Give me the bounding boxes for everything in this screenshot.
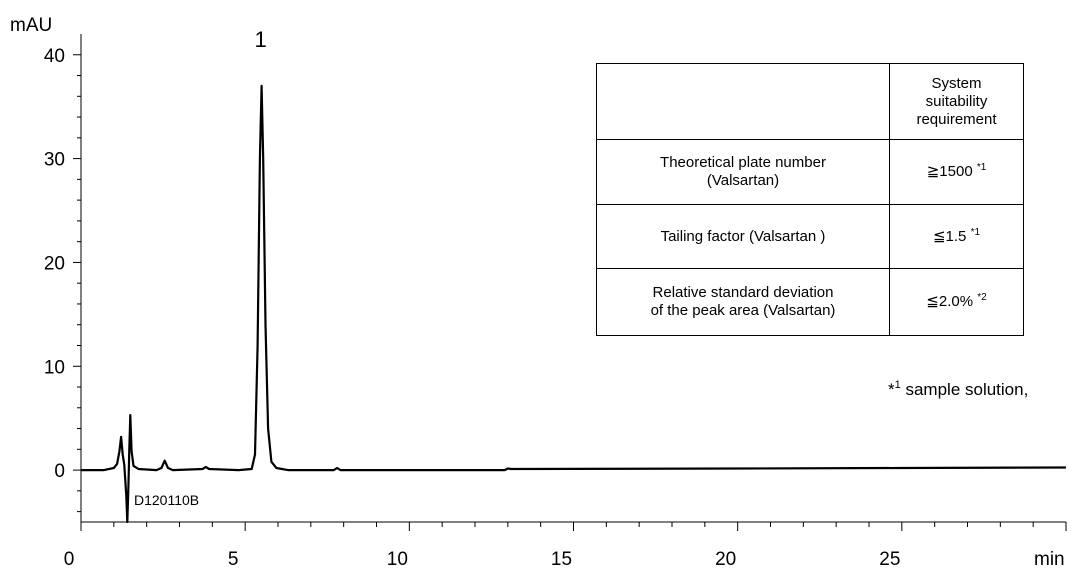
x-tick-label: 5 bbox=[228, 549, 239, 568]
table-row: Theoretical plate number (Valsartan) ≧15… bbox=[596, 139, 1024, 205]
table-header-blank bbox=[596, 63, 890, 140]
x-axis-unit-label: min bbox=[1034, 549, 1065, 568]
y-tick-label: 0 bbox=[54, 461, 65, 482]
table-header-row: System suitability requirement bbox=[596, 63, 1024, 140]
table-row: Relative standard deviation of the peak … bbox=[596, 268, 1024, 336]
table-cell-item: Tailing factor (Valsartan ) bbox=[596, 204, 890, 269]
footnote-sup: 1 bbox=[894, 379, 901, 391]
requirement-value: ≧1500 bbox=[926, 163, 977, 180]
system-suitability-table: System suitability requirement Theoretic… bbox=[596, 63, 1024, 336]
x-tick-label: 20 bbox=[715, 549, 736, 568]
table-cell-requirement: ≦1.5 *1 bbox=[889, 204, 1024, 269]
x-tick-label: 15 bbox=[551, 549, 572, 568]
sample-id-label: D120110B bbox=[134, 492, 199, 508]
requirement-note: *1 bbox=[976, 162, 987, 173]
footnote-mark: * bbox=[888, 380, 895, 399]
x-tick-label: 0 bbox=[64, 549, 75, 568]
requirement-note: *1 bbox=[970, 226, 981, 238]
requirement-value: ≦2.0% bbox=[926, 293, 978, 310]
tick-labels: 0 10 20 30 40 0 5 10 15 20 25 bbox=[44, 46, 901, 568]
requirement-value: ≦1.5 bbox=[932, 227, 971, 245]
requirement-note: *2 bbox=[977, 292, 987, 303]
axis-ticks bbox=[73, 54, 1067, 531]
table-cell-requirement: ≦2.0% *2 bbox=[889, 268, 1024, 336]
y-tick-label: 30 bbox=[44, 150, 65, 171]
table-cell-item: Theoretical plate number (Valsartan) bbox=[596, 139, 890, 205]
y-axis-unit-label: mAU bbox=[10, 15, 52, 36]
y-tick-label: 20 bbox=[44, 253, 65, 274]
chromatogram-trace bbox=[81, 84, 1067, 524]
table-footnote: *1 sample solution, bbox=[888, 380, 1028, 400]
footnote-text: sample solution, bbox=[900, 380, 1029, 399]
table-cell-item: Relative standard deviation of the peak … bbox=[596, 268, 890, 336]
y-tick-label: 10 bbox=[44, 357, 65, 378]
x-tick-label: 10 bbox=[387, 549, 408, 568]
peak-label: 1 bbox=[254, 27, 266, 52]
x-tick-label: 25 bbox=[879, 549, 900, 568]
y-tick-label: 40 bbox=[44, 46, 65, 67]
table-row: Tailing factor (Valsartan ) ≦1.5 *1 bbox=[596, 204, 1024, 269]
table-header-requirement: System suitability requirement bbox=[889, 63, 1024, 140]
table-cell-requirement: ≧1500 *1 bbox=[889, 139, 1024, 205]
